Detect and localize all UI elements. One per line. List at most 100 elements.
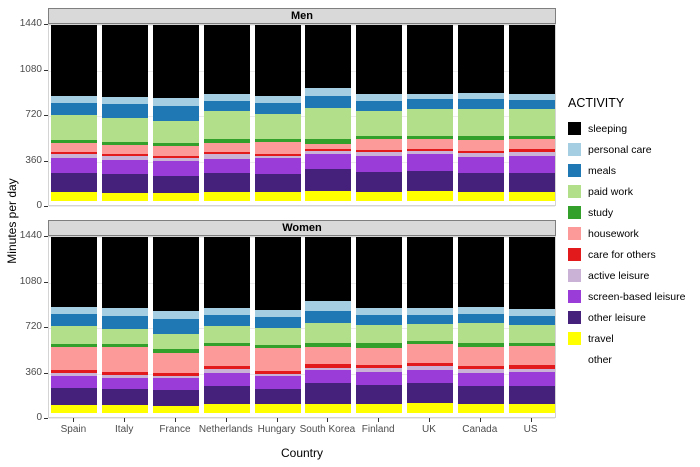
active-leisure-segment <box>51 153 98 158</box>
paid-work-segment <box>51 115 98 140</box>
screen-based-leisure-segment <box>305 153 352 169</box>
study-segment <box>254 345 301 348</box>
sleeping-segment <box>356 25 403 95</box>
bar-women-uk <box>407 237 453 417</box>
legend-item-active-leisure: active leisure <box>568 265 698 286</box>
active-leisure-segment <box>254 373 301 376</box>
sleeping-segment <box>305 25 352 88</box>
care-for-others-segment <box>254 153 301 156</box>
y-tick-label-1440: 1440 <box>19 18 42 29</box>
y-axis-title: Minutes per day <box>5 178 19 264</box>
study-segment <box>457 343 504 347</box>
meals-segment <box>407 314 453 324</box>
active-leisure-segment <box>153 375 199 379</box>
care-for-others-segment <box>508 365 555 369</box>
screen-based-leisure-segment <box>457 373 504 387</box>
legend-item-other: other <box>568 349 698 370</box>
legend-item-housework: housework <box>568 223 698 244</box>
study-segment <box>305 139 352 144</box>
facet-strip-men: Men <box>48 8 556 24</box>
other-segment <box>203 413 250 417</box>
y-tick-label-0: 0 <box>36 412 42 423</box>
travel-segment <box>153 193 199 202</box>
bar-women-spain <box>51 237 98 417</box>
y-tick-mark-1440 <box>44 236 48 237</box>
other-leisure-segment <box>407 383 453 404</box>
other-segment <box>457 201 504 205</box>
panel-men <box>48 24 556 207</box>
housework-segment <box>102 145 149 155</box>
sleeping-segment <box>305 237 352 302</box>
personal-care-segment <box>508 308 555 316</box>
other-leisure-segment <box>305 383 352 405</box>
personal-care-segment <box>508 94 555 100</box>
legend-label: personal care <box>588 143 652 156</box>
legend-item-care-for-others: care for others <box>568 244 698 265</box>
bar-women-finland <box>356 237 403 417</box>
housework-segment <box>407 138 453 149</box>
legend-label: meals <box>588 164 617 177</box>
study-segment <box>508 343 555 347</box>
travel-swatch <box>568 332 581 345</box>
travel-segment <box>102 405 149 414</box>
study-segment <box>407 135 453 139</box>
x-tick-label-spain: Spain <box>60 424 87 435</box>
other-segment <box>102 201 149 205</box>
other-segment <box>508 413 555 417</box>
study-segment <box>203 138 250 143</box>
personal-care-segment <box>203 94 250 101</box>
paid-work-segment <box>457 108 504 137</box>
x-tick-mark-france <box>175 418 176 422</box>
screen-based-leisure-segment <box>305 370 352 384</box>
screen-based-leisure-segment <box>457 157 504 174</box>
personal-care-segment <box>305 301 352 312</box>
care-for-others-segment <box>51 151 98 154</box>
care-for-others-swatch <box>568 248 581 261</box>
meals-segment <box>356 100 403 111</box>
screen-based-leisure-swatch <box>568 290 581 303</box>
x-tick-mark-spain <box>73 418 75 422</box>
housework-segment <box>203 345 250 366</box>
care-for-others-segment <box>356 365 403 369</box>
gridline-0 <box>49 418 555 419</box>
bar-women-canada <box>457 237 504 417</box>
housework-segment <box>153 146 199 157</box>
travel-segment <box>51 404 98 414</box>
travel-segment <box>153 405 199 414</box>
travel-segment <box>356 404 403 414</box>
other-leisure-segment <box>51 388 98 405</box>
facet-strip-women: Women <box>48 220 556 236</box>
x-tick-mark-uk <box>429 418 430 422</box>
active-leisure-segment <box>457 153 504 158</box>
legend-item-screen-based-leisure: screen-based leisure <box>568 286 698 307</box>
legend-label: care for others <box>588 248 656 261</box>
gridline-1080 <box>49 70 555 72</box>
gridline-1440 <box>49 25 555 26</box>
active-leisure-segment <box>254 155 301 159</box>
housework-segment <box>51 143 98 152</box>
active-leisure-segment <box>305 150 352 154</box>
meals-segment <box>457 99 504 109</box>
sleeping-segment <box>407 25 453 94</box>
travel-segment <box>203 404 250 414</box>
other-segment <box>51 201 98 205</box>
care-for-others-segment <box>305 364 352 368</box>
care-for-others-segment <box>102 372 149 376</box>
housework-segment <box>407 343 453 363</box>
sleeping-segment <box>153 25 199 99</box>
other-leisure-segment <box>356 171 403 192</box>
paid-work-segment <box>51 326 98 344</box>
legend-label: paid work <box>588 185 633 198</box>
personal-care-segment <box>356 308 403 316</box>
legend-label: housework <box>588 227 639 240</box>
other-leisure-segment <box>203 173 250 193</box>
legend-item-sleeping: sleeping <box>568 118 698 139</box>
screen-based-leisure-segment <box>356 156 403 172</box>
meals-segment <box>508 100 555 109</box>
personal-care-segment <box>407 93 453 100</box>
bar-men-france <box>153 25 199 205</box>
sleeping-segment <box>457 237 504 307</box>
personal-care-segment <box>153 311 199 320</box>
meals-segment <box>254 317 301 328</box>
